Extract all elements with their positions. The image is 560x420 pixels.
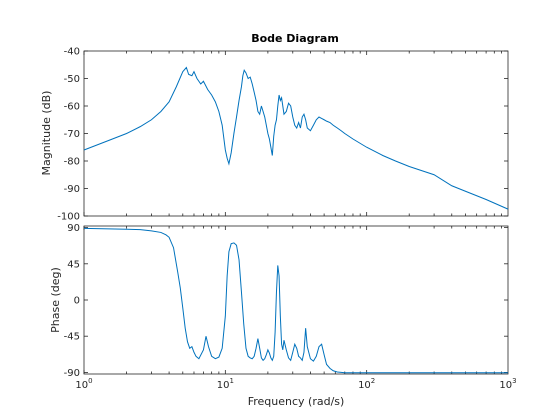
- phase-y-ticks: -90 -45 0 45 90: [64, 223, 508, 379]
- x-tick-label: 100: [75, 377, 92, 391]
- phase-ylabel: Phase (deg): [49, 267, 62, 333]
- magnitude-y-ticks: -100 -90 -80 -70 -60 -50 -40: [57, 47, 508, 223]
- x-axis-label: Frequency (rad/s): [248, 395, 345, 408]
- magnitude-ytick-label: -90: [64, 184, 80, 195]
- magnitude-ylabel: Magnitude (dB): [40, 91, 53, 176]
- magnitude-ytick-label: -40: [64, 47, 80, 58]
- phase-ytick-label: 45: [67, 259, 80, 270]
- phase-axes: -90 -45 0 45 90 Phase (deg): [49, 223, 509, 379]
- magnitude-ytick-label: -70: [64, 129, 80, 140]
- magnitude-series-line: [83, 66, 509, 210]
- x-tick-labels: 100 101 102 103: [75, 377, 516, 391]
- phase-ytick-label: -45: [64, 332, 80, 343]
- magnitude-ytick-label: -100: [57, 212, 80, 223]
- chart-title: Bode Diagram: [251, 32, 339, 45]
- magnitude-plot-area: [83, 50, 509, 217]
- magnitude-ytick-label: -60: [64, 102, 80, 113]
- phase-ytick-label: 0: [74, 296, 80, 307]
- phase-plot-area: [83, 225, 509, 375]
- x-tick-label: 101: [217, 377, 234, 391]
- magnitude-axes: -100 -90 -80 -70 -60 -50 -40 Magnitude (dB): [40, 47, 509, 223]
- phase-ytick-label: -90: [64, 368, 80, 379]
- magnitude-ytick-label: -50: [64, 74, 80, 85]
- magnitude-x-ticks: [83, 51, 502, 216]
- x-tick-label: 103: [499, 377, 516, 391]
- x-tick-label: 102: [358, 377, 375, 391]
- phase-ytick-label: 90: [67, 223, 80, 234]
- phase-series-line: [83, 227, 508, 374]
- magnitude-ytick-label: -80: [64, 157, 80, 168]
